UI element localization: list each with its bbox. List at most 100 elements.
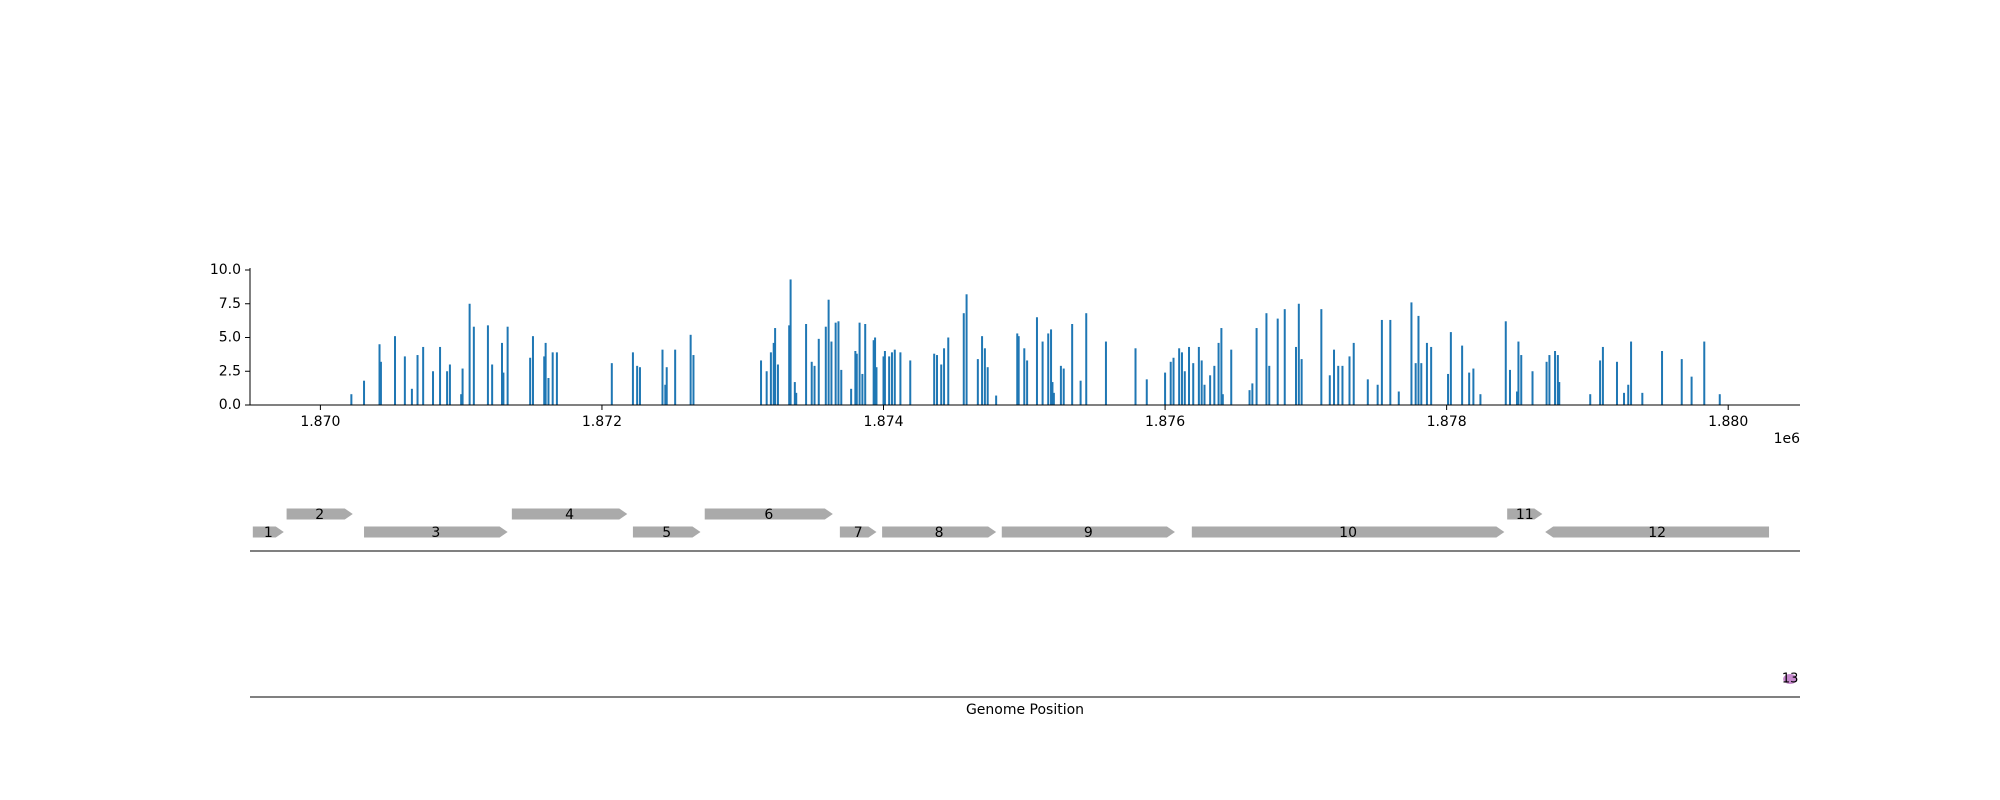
bar (1430, 346, 1433, 405)
gene-label: 10 (1339, 525, 1357, 541)
bar (379, 361, 382, 405)
bar (983, 348, 986, 405)
bar (1251, 383, 1254, 405)
bar (840, 369, 843, 405)
bar (795, 392, 798, 405)
bar (1255, 328, 1258, 405)
bar (858, 322, 861, 405)
bar (460, 394, 463, 405)
bar (817, 338, 820, 405)
bar (1545, 361, 1548, 405)
bar (1016, 333, 1019, 405)
bar (1188, 346, 1191, 405)
bar (1661, 351, 1664, 405)
bar (1599, 360, 1602, 405)
bar (1410, 302, 1413, 405)
gene (252, 526, 284, 538)
bar (1017, 336, 1020, 405)
bar (555, 352, 558, 405)
bar (432, 371, 435, 405)
bar (1200, 360, 1203, 405)
x-tick-label: 1.880 (1708, 414, 1748, 430)
bar (995, 395, 998, 405)
bar (965, 294, 968, 405)
bar (1276, 318, 1279, 405)
bar (1134, 348, 1137, 405)
bar (1601, 346, 1604, 405)
bar (638, 367, 641, 405)
bar (1328, 375, 1331, 405)
bar (491, 364, 494, 405)
bar (788, 325, 791, 405)
bar (1023, 348, 1026, 405)
bar (837, 321, 840, 405)
bar (664, 384, 667, 405)
gene (1545, 526, 1770, 538)
x-tick-label: 1.874 (863, 414, 903, 430)
bar (1041, 341, 1044, 405)
bar (674, 349, 677, 405)
y-tick-label: 0.0 (219, 397, 241, 413)
bar (416, 355, 419, 405)
bar (855, 353, 858, 405)
bar (883, 351, 886, 405)
bar (1376, 384, 1379, 405)
gene-label: 11 (1516, 507, 1534, 523)
bar (760, 360, 763, 405)
bar (1556, 355, 1559, 405)
bar (543, 356, 546, 405)
bar (888, 356, 891, 405)
gene-label: 4 (565, 507, 574, 523)
y-tick-label: 2.5 (219, 363, 241, 379)
bar (1169, 361, 1172, 405)
feature-label: 13 (1782, 672, 1799, 687)
gene-label: 3 (431, 525, 440, 541)
bar (1718, 394, 1721, 405)
bar (864, 324, 867, 405)
bar (1178, 348, 1181, 405)
y-tick-label: 10.0 (210, 262, 241, 278)
bar (834, 322, 837, 405)
bar (1630, 341, 1633, 405)
gene (286, 508, 353, 520)
bar (665, 367, 668, 405)
bar (1531, 371, 1534, 405)
bar (1230, 349, 1233, 405)
x-tick-label: 1.870 (300, 414, 340, 430)
bar (1447, 373, 1450, 405)
bar (689, 334, 692, 405)
bar (1425, 342, 1428, 405)
bar (1062, 368, 1065, 405)
bar (772, 342, 775, 405)
gene (1001, 526, 1175, 538)
bar (1220, 328, 1223, 405)
gene-label: 6 (764, 507, 773, 523)
gene (839, 526, 877, 538)
gene (364, 526, 508, 538)
bar (850, 388, 853, 405)
bar (1192, 363, 1195, 405)
bar (1623, 392, 1626, 405)
gene (1507, 508, 1543, 520)
bar (824, 326, 827, 405)
bar (692, 355, 695, 405)
bar (875, 367, 878, 405)
bar (1417, 315, 1420, 405)
bar (1366, 379, 1369, 405)
bar (1615, 361, 1618, 405)
bar (1180, 352, 1183, 405)
bar (962, 313, 965, 405)
bar (1337, 365, 1340, 405)
bar (813, 365, 816, 405)
bar (805, 324, 808, 405)
bar (422, 346, 425, 405)
bar (1449, 332, 1452, 405)
bar (940, 364, 943, 405)
bar (1504, 321, 1507, 405)
bar (500, 342, 503, 405)
bar (1680, 359, 1683, 405)
bar (854, 351, 857, 405)
bar (1071, 324, 1074, 405)
bar (943, 348, 946, 405)
